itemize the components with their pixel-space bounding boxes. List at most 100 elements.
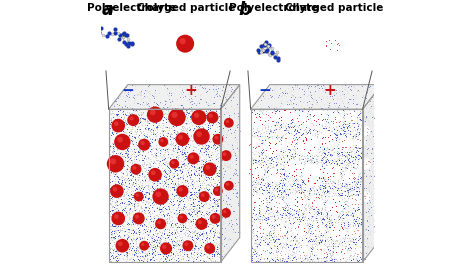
Point [212, 122, 220, 126]
Point [307, 237, 315, 242]
Point [309, 113, 316, 117]
Point [314, 180, 321, 184]
Point [301, 171, 308, 176]
Point [197, 204, 204, 209]
Point [178, 153, 185, 158]
Point [317, 133, 325, 138]
Point [149, 197, 157, 201]
Point [310, 224, 317, 229]
Point [141, 206, 149, 210]
Point [194, 201, 202, 206]
Point [125, 155, 132, 159]
Point [279, 235, 286, 240]
Point [296, 127, 304, 132]
Point [118, 123, 126, 127]
Point [250, 109, 257, 114]
Point [154, 252, 161, 256]
Point [137, 220, 144, 224]
Point [354, 121, 361, 125]
Point [325, 191, 333, 195]
Point [109, 128, 116, 133]
Point [323, 236, 331, 241]
Point [284, 211, 292, 216]
Point [271, 186, 278, 190]
Point [271, 201, 278, 205]
Circle shape [258, 245, 270, 257]
Point [176, 169, 183, 173]
Point [328, 171, 336, 176]
Point [256, 134, 264, 138]
Point [328, 132, 335, 136]
Point [273, 244, 281, 249]
Point [170, 149, 177, 153]
Point [182, 238, 190, 242]
Point [267, 218, 274, 223]
Point [358, 135, 366, 140]
Point [264, 137, 272, 141]
Point [337, 173, 345, 178]
Point [350, 211, 357, 215]
Point [353, 165, 361, 169]
Point [139, 239, 147, 243]
Point [113, 174, 121, 179]
Point [334, 109, 341, 113]
Point [114, 189, 122, 193]
Point [120, 130, 128, 134]
Point [285, 162, 293, 167]
Point [161, 125, 168, 129]
Point [129, 236, 137, 240]
Point [115, 175, 122, 179]
Point [151, 185, 158, 190]
Point [259, 222, 266, 227]
Point [326, 224, 333, 228]
Point [280, 183, 288, 188]
Point [319, 249, 326, 253]
Point [275, 188, 283, 192]
Point [183, 241, 191, 245]
Point [123, 136, 131, 141]
Point [116, 224, 124, 229]
Point [288, 199, 295, 203]
Point [298, 228, 306, 232]
Point [189, 220, 196, 225]
Point [197, 254, 205, 258]
Point [130, 152, 137, 156]
Point [311, 241, 319, 245]
Point [185, 110, 193, 114]
Point [342, 210, 350, 215]
Point [331, 219, 339, 224]
Point [351, 143, 359, 147]
Point [256, 173, 264, 177]
Point [341, 246, 348, 250]
Point [317, 210, 325, 215]
Point [144, 241, 151, 245]
Point [270, 167, 277, 172]
Point [328, 258, 335, 263]
Point [144, 145, 151, 150]
Point [355, 141, 363, 145]
Point [299, 123, 307, 127]
Point [196, 189, 203, 194]
Point [182, 133, 190, 138]
Point [125, 249, 132, 253]
Point [205, 149, 213, 153]
Point [172, 240, 179, 244]
Point [274, 182, 282, 186]
Point [280, 160, 287, 165]
Point [116, 158, 124, 162]
Point [141, 251, 149, 255]
Point [136, 213, 143, 218]
Point [272, 243, 279, 248]
Point [171, 169, 179, 174]
Point [270, 136, 277, 141]
Point [119, 124, 127, 128]
Point [284, 179, 292, 183]
Point [330, 207, 338, 212]
Point [328, 257, 336, 261]
Point [165, 160, 173, 164]
Point [194, 109, 201, 114]
Point [191, 126, 198, 130]
Point [124, 179, 131, 183]
Point [320, 231, 328, 235]
Point [180, 110, 187, 114]
